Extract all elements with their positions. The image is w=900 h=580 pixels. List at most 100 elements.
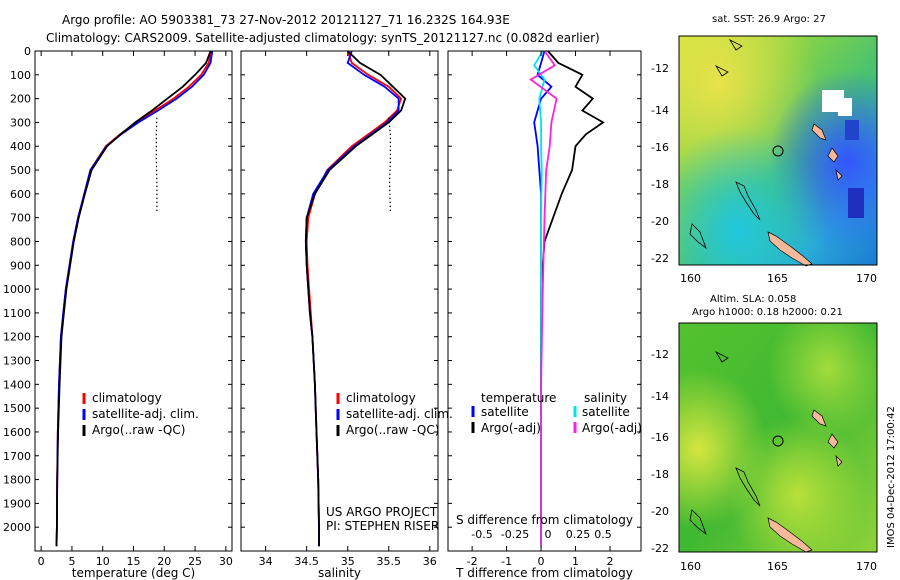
- sst-map-title: sat. SST: 26.9 Argo: 27: [712, 14, 826, 25]
- sst-ytick: -18: [651, 178, 669, 191]
- vanuatu-land: [811, 123, 843, 181]
- x-tick-label: 0: [38, 555, 45, 568]
- legend-entry: satellite: [582, 405, 630, 419]
- x-tick-label: 0: [538, 555, 545, 568]
- y-tick-label: 900: [10, 259, 31, 272]
- sst-map: sat. SST: 26.9 Argo: 27 -12 -14 -16 -18 …: [651, 14, 878, 285]
- plot-frame: [240, 50, 439, 552]
- sla-ytick: -22: [651, 542, 669, 555]
- argo-float-marker-2: [772, 435, 784, 447]
- header-line-2: Climatology: CARS2009. Satellite-adjuste…: [46, 31, 600, 45]
- x-tick-label: 36: [423, 555, 437, 568]
- sst-map-yticks: -12 -14 -16 -18 -20 -22: [651, 62, 669, 265]
- sst-ytick: -12: [651, 62, 669, 75]
- y-tick-label: 400: [10, 140, 31, 153]
- sla-xtick: 170: [856, 560, 877, 573]
- x-tick-label: -2: [467, 555, 478, 568]
- sla-map-frame: [678, 322, 878, 553]
- series-line-climatology: [305, 50, 403, 547]
- salinity-panel: 34 34.5 35 35.5 36 salinity climatology satelli…: [240, 50, 453, 580]
- y-tick-label: 1800: [3, 474, 31, 487]
- y-tick-label: 1700: [3, 450, 31, 463]
- sst-ytick: -20: [651, 215, 669, 228]
- s-tick-label: 0.25: [566, 528, 591, 541]
- legend-title-temperature: temperature: [481, 391, 556, 405]
- coastline-outline: [689, 39, 761, 250]
- legend-title-salinity: salinity: [584, 391, 627, 405]
- legend-entry: satellite-adj. clim.: [346, 407, 453, 421]
- series-line-argo-raw-qc-: [304, 50, 407, 547]
- argo-float-marker: [772, 145, 784, 157]
- legend-entry: climatology: [92, 391, 162, 405]
- y-tick-label: 0: [24, 45, 31, 58]
- x-tick-label: 5: [68, 555, 75, 568]
- series-line-raw-dotted: [155, 117, 158, 213]
- sst-map-cloud-gap-2: [838, 98, 852, 116]
- legend-entry: Argo(..raw -QC): [92, 423, 185, 437]
- legend-entry: satellite-adj. clim.: [92, 407, 199, 421]
- coastline-outline-2: [689, 351, 761, 536]
- difference-panel: -2 -1 0 1 2T difference from climatology temp…: [447, 50, 642, 580]
- sst-xtick: 160: [680, 272, 701, 285]
- sla-ytick: -16: [651, 431, 669, 444]
- sst-xtick: 170: [856, 272, 877, 285]
- s-tick-label: -0.25: [501, 528, 529, 541]
- sst-ytick: -14: [651, 104, 669, 117]
- y-tick-label: 1400: [3, 378, 31, 391]
- series-line-argo-raw-qc-: [55, 50, 212, 547]
- y-tick-label: 700: [10, 212, 31, 225]
- x-tick-label: 1: [572, 555, 579, 568]
- top-axis-label: S difference from climatology: [456, 513, 633, 527]
- sst-map-blue-patch-2: [845, 120, 859, 140]
- legend-entry: Argo(-adj): [582, 421, 642, 435]
- sla-ytick: -12: [651, 348, 669, 361]
- y-tick-label: 200: [10, 93, 31, 106]
- y-tick-label: 1600: [3, 426, 31, 439]
- new-caledonia-land-2: [767, 517, 813, 553]
- x-tick-label: 34.5: [294, 555, 319, 568]
- sst-map-xticks: 160 165 170: [680, 272, 877, 285]
- sst-ytick: -16: [651, 141, 669, 154]
- s-tick-label: 0: [545, 528, 552, 541]
- y-tick-label: 600: [10, 188, 31, 201]
- y-tick-label: 2000: [3, 521, 31, 534]
- y-tick-label: 800: [10, 235, 31, 248]
- project-annotation: US ARGO PROJECT: [326, 505, 438, 519]
- y-tick-label: 1900: [3, 497, 31, 510]
- sla-map-title-1: Altim. SLA: 0.058: [710, 294, 796, 305]
- sst-map-blue-patch: [848, 188, 864, 218]
- x-tick-label: -1: [501, 555, 512, 568]
- legend-entry: climatology: [346, 391, 416, 405]
- sla-xtick: 160: [680, 560, 701, 573]
- x-tick-label: 2: [606, 555, 613, 568]
- sla-map-yticks: -12 -14 -16 -18 -20 -22: [651, 348, 669, 555]
- y-tick-label: 500: [10, 164, 31, 177]
- sst-map-frame: [678, 35, 878, 266]
- x-axis-label: temperature (deg C): [72, 566, 195, 580]
- temperature-panel: 0 5 10 15 20 25 30 temperature (deg C) 0 100 200 30…: [3, 45, 233, 580]
- x-tick-label: 30: [219, 555, 233, 568]
- x-axis-label: salinity: [318, 566, 361, 580]
- vanuatu-land-2: [811, 409, 843, 467]
- sla-ytick: -14: [651, 390, 669, 403]
- plot-frame: [447, 50, 642, 552]
- series-line-satellite-adj-clim-: [55, 50, 214, 547]
- y-tick-label: 1500: [3, 402, 31, 415]
- sla-ytick: -20: [651, 505, 669, 518]
- x-axis-label: T difference from climatology: [455, 566, 633, 580]
- x-tick-label: 20: [157, 555, 171, 568]
- legend-entry: satellite: [481, 405, 529, 419]
- y-tick-label: 1100: [3, 307, 31, 320]
- x-tick-label: 25: [188, 555, 202, 568]
- y-tick-label: 1300: [3, 355, 31, 368]
- imos-credit: IMOS 04-Dec-2012 17:00:42: [886, 406, 897, 548]
- x-tick-label: 34: [259, 555, 273, 568]
- sla-map-xticks: 160 165 170: [680, 560, 877, 573]
- sla-map: Altim. SLA: 0.058 Argo h1000: 0.18 h2000…: [651, 294, 878, 573]
- sla-ytick: -18: [651, 468, 669, 481]
- legend-entry: Argo(-adj): [481, 421, 541, 435]
- series-line-s-argo-adj-: [529, 50, 558, 547]
- header-line-1: Argo profile: AO 5903381_73 27-Nov-2012 …: [62, 13, 510, 27]
- sst-map-cyan-patch: [679, 36, 877, 265]
- sst-xtick: 165: [767, 272, 788, 285]
